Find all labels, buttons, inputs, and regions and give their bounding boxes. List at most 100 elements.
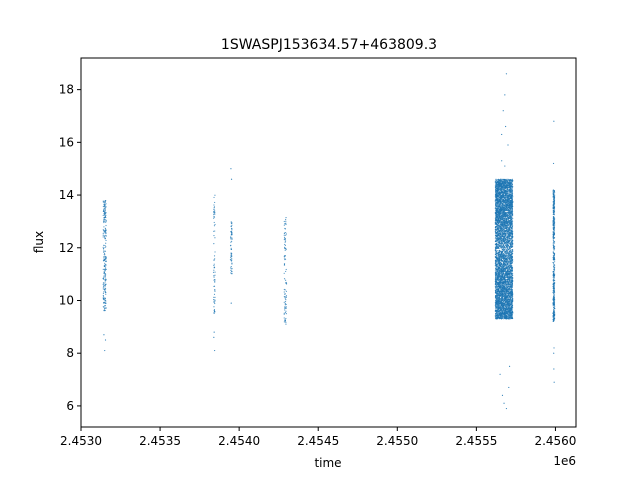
data-point: [505, 279, 507, 282]
data-point: [284, 240, 287, 242]
data-point: [499, 282, 501, 284]
data-point: [495, 205, 497, 207]
data-point: [509, 214, 511, 216]
data-point: [498, 213, 500, 215]
data-point: [284, 307, 286, 309]
data-point: [505, 271, 507, 274]
data-point: [500, 306, 502, 308]
data-point: [499, 178, 502, 180]
data-point: [500, 196, 503, 198]
data-point: [510, 244, 512, 246]
data-point: [501, 274, 503, 277]
data-point: [496, 307, 498, 309]
data-point: [495, 237, 497, 239]
data-point: [508, 272, 510, 275]
data-point: [501, 286, 503, 288]
data-point: [505, 201, 507, 204]
data-point: [494, 253, 497, 255]
data-point: [231, 273, 233, 275]
data-point: [213, 259, 215, 261]
data-point: [498, 227, 501, 229]
data-point: [105, 242, 107, 244]
data-point: [103, 271, 105, 273]
data-point: [508, 258, 510, 260]
data-point: [213, 211, 216, 213]
data-point: [501, 248, 503, 250]
data-point: [230, 221, 232, 223]
data-point: [103, 226, 105, 228]
data-point: [496, 274, 498, 276]
data-point: [504, 310, 506, 312]
data-point: [502, 314, 504, 317]
data-point: [510, 249, 512, 251]
data-point: [511, 236, 514, 238]
data-point: [499, 225, 501, 228]
data-point: [497, 253, 500, 255]
data-point: [503, 265, 505, 268]
data-point: [497, 185, 499, 187]
data-point: [103, 217, 106, 219]
data-point: [105, 268, 107, 270]
data-point: [510, 267, 512, 269]
data-point: [284, 293, 286, 295]
data-point: [213, 331, 215, 333]
data-point: [500, 254, 502, 256]
data-point: [104, 231, 106, 233]
data-point: [496, 209, 498, 211]
data-point: [102, 292, 105, 294]
data-point: [511, 261, 513, 263]
data-point: [511, 214, 514, 216]
data-point: [503, 279, 506, 281]
data-point: [496, 277, 498, 279]
data-point: [231, 238, 233, 240]
data-point: [214, 213, 216, 215]
data-point: [501, 301, 503, 304]
data-point: [508, 215, 510, 217]
data-point: [507, 223, 510, 225]
data-point: [104, 262, 106, 264]
data-point: [504, 261, 506, 263]
data-point: [105, 224, 107, 227]
data-point: [213, 207, 215, 209]
data-point: [213, 301, 215, 304]
data-point: [510, 255, 513, 258]
data-point: [500, 208, 503, 210]
data-point: [213, 296, 215, 298]
data-point: [284, 319, 286, 321]
data-point: [283, 236, 286, 238]
data-point: [507, 245, 509, 247]
data-point: [498, 180, 500, 182]
data-point: [495, 292, 497, 295]
data-point: [498, 254, 500, 256]
data-point: [102, 297, 104, 299]
data-point: [507, 271, 509, 273]
data-point: [509, 217, 511, 219]
data-point: [509, 275, 511, 277]
data-point: [495, 191, 497, 193]
data-point: [503, 252, 505, 254]
data-point: [500, 303, 502, 305]
data-point: [495, 316, 497, 319]
data-point: [504, 307, 506, 309]
data-point: [285, 290, 287, 292]
data-point: [104, 284, 106, 286]
data-point: [506, 178, 508, 180]
data-point: [284, 237, 286, 240]
data-point: [102, 283, 104, 285]
data-point: [506, 299, 508, 301]
data-point: [501, 190, 503, 192]
data-point: [503, 181, 505, 183]
data-point: [213, 336, 215, 338]
data-point: [496, 258, 498, 260]
data-point: [104, 246, 106, 249]
data-point: [506, 276, 508, 278]
data-point: [213, 269, 215, 271]
data-point: [508, 214, 511, 216]
data-point: [508, 284, 510, 286]
data-point: [283, 272, 285, 274]
data-point: [283, 313, 285, 315]
data-point: [509, 254, 511, 256]
data-point: [511, 268, 513, 271]
data-point: [104, 232, 106, 234]
